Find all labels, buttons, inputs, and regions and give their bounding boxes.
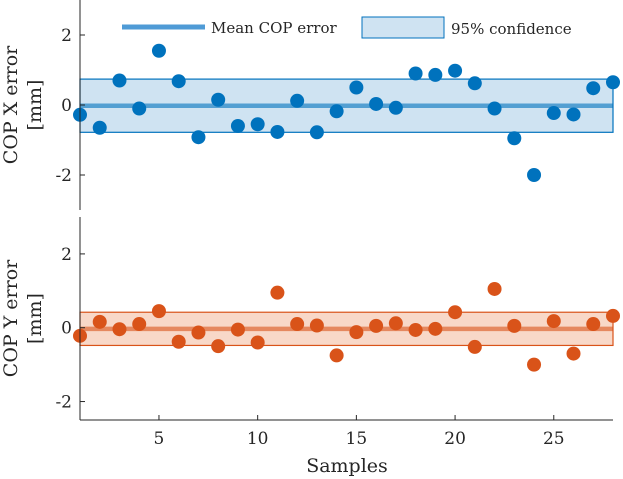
y-axis-unit-label: [mm]	[24, 293, 46, 344]
data-point	[92, 314, 107, 329]
y-axis-unit-label: [mm]	[24, 80, 46, 131]
data-point	[546, 314, 561, 329]
data-point	[151, 304, 166, 319]
data-point	[546, 106, 561, 121]
data-point	[230, 322, 245, 337]
data-point	[448, 63, 463, 78]
data-point	[151, 43, 166, 58]
data-point	[211, 339, 226, 354]
y-tick-label: 2	[61, 26, 72, 46]
data-point	[112, 73, 127, 88]
data-point	[566, 107, 581, 122]
x-tick-label: 10	[247, 429, 269, 449]
data-point	[250, 117, 265, 132]
y-tick-label: -2	[55, 166, 72, 186]
data-point	[606, 75, 620, 90]
data-point	[132, 317, 147, 332]
legend-confidence-label: 95% confidence	[451, 20, 572, 38]
data-point	[171, 334, 186, 349]
y-axis-label: COP X error	[0, 45, 22, 164]
legend-confidence-swatch	[361, 16, 445, 39]
data-point	[487, 101, 502, 116]
x-axis-label: Samples	[306, 455, 388, 477]
data-point	[428, 321, 443, 336]
data-point	[329, 104, 344, 119]
data-point	[586, 317, 601, 332]
x-tick-label: 20	[444, 429, 466, 449]
data-point	[309, 318, 324, 333]
y-tick-label: 0	[61, 319, 72, 339]
data-point	[388, 100, 403, 115]
panel-cop-x: 2 0 -2 COP X error [mm]	[0, 0, 620, 210]
data-point	[606, 308, 620, 323]
data-point	[507, 131, 522, 146]
x-tick-label: 15	[346, 429, 368, 449]
data-point	[230, 119, 245, 133]
data-point	[507, 318, 522, 333]
y-tick-label: 0	[61, 96, 72, 116]
legend-mean-label: Mean COP error	[211, 19, 337, 37]
legend: Mean COP error 95% confidence	[122, 16, 572, 39]
data-point	[408, 322, 423, 337]
data-point	[92, 120, 107, 135]
data-point	[349, 80, 364, 95]
y-axis-label: COP Y error	[0, 259, 22, 377]
data-point	[309, 125, 324, 140]
data-point	[290, 317, 305, 332]
data-point	[408, 66, 423, 81]
data-point	[388, 316, 403, 331]
data-point	[487, 281, 502, 296]
data-point	[566, 346, 581, 361]
data-point	[132, 101, 147, 116]
data-point	[211, 92, 226, 107]
data-point	[428, 67, 443, 82]
y-tick-label: -2	[55, 393, 72, 413]
data-point	[191, 130, 206, 145]
data-point	[250, 335, 265, 350]
data-point	[112, 322, 127, 337]
data-point	[349, 325, 364, 340]
data-point	[467, 76, 482, 91]
data-point	[369, 318, 384, 333]
data-point	[467, 339, 482, 354]
data-point	[448, 305, 463, 320]
data-point	[191, 325, 206, 340]
y-tick-label: 2	[61, 245, 72, 265]
data-point	[369, 96, 384, 111]
data-point	[586, 81, 601, 96]
data-point	[329, 348, 344, 363]
x-tick-label: 5	[154, 429, 165, 449]
x-tick-label: 25	[543, 429, 565, 449]
data-point	[270, 124, 285, 139]
data-point	[270, 285, 285, 300]
data-point	[290, 93, 305, 108]
data-point	[527, 168, 542, 182]
data-point	[527, 357, 542, 372]
data-point	[171, 74, 186, 89]
